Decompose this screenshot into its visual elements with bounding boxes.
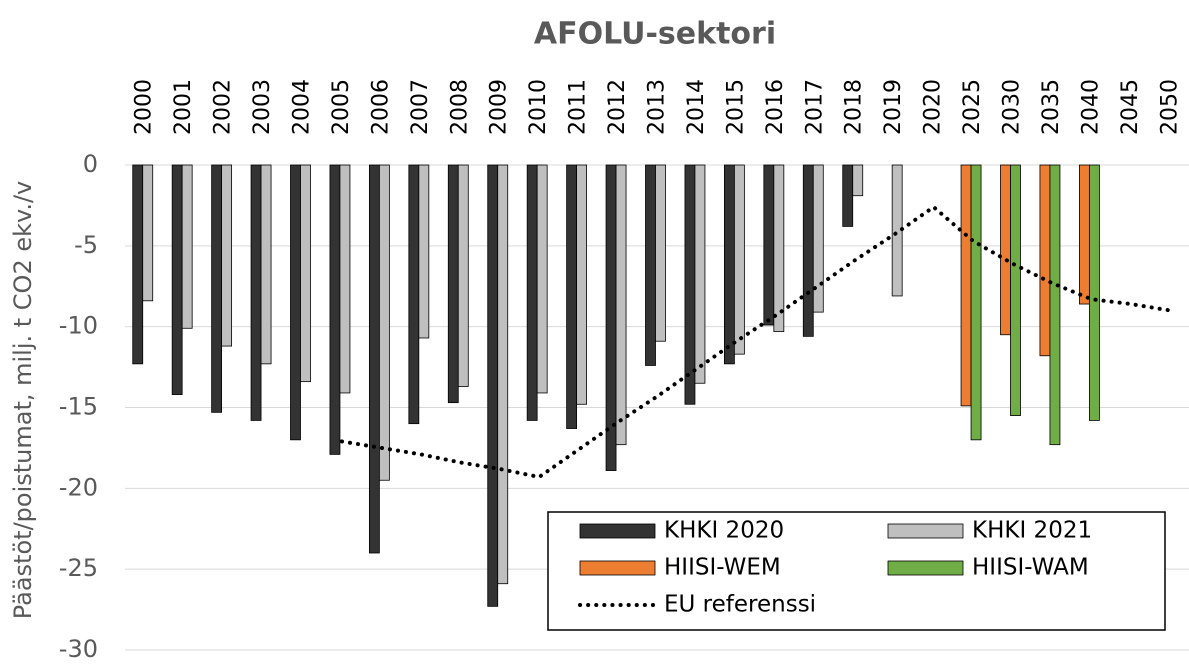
bar: [487, 164, 499, 607]
y-tick-label: -20: [59, 473, 98, 501]
x-tick-label: 2002: [211, 79, 236, 135]
bar: [211, 164, 223, 413]
y-axis-title: Päästöt/poistumat, milj. t CO2 ekv./v: [9, 181, 37, 620]
bar: [1049, 164, 1061, 446]
x-tick-label: 2003: [250, 79, 275, 135]
bar: [368, 164, 380, 554]
bar: [447, 164, 459, 404]
x-tick-label: 2007: [408, 79, 433, 135]
chart-title: AFOLU-sektori: [534, 17, 776, 52]
bar: [645, 164, 656, 366]
x-tick-label: 2013: [645, 79, 670, 135]
legend-swatch: [579, 560, 656, 576]
legend-label: KHKI 2021: [972, 518, 1092, 544]
x-tick-label: 2004: [290, 79, 315, 135]
x-tick-label: 2030: [1000, 79, 1025, 135]
bar: [763, 164, 775, 326]
bar: [1010, 164, 1021, 416]
bar: [812, 164, 824, 313]
x-tick-label: 2015: [723, 79, 748, 135]
bar: [418, 164, 430, 339]
legend-label: HIISI-WAM: [972, 555, 1089, 581]
bar: [260, 164, 272, 365]
x-tick-label: 2035: [1039, 79, 1064, 135]
bar: [773, 164, 785, 332]
bar: [802, 164, 814, 337]
x-tick-label: 2014: [684, 79, 709, 135]
bar: [221, 164, 233, 347]
bar: [408, 164, 420, 425]
bar: [329, 164, 341, 455]
bar: [142, 164, 154, 302]
x-tick-label: 2045: [1118, 79, 1143, 135]
bar: [536, 164, 548, 394]
line-series: [339, 204, 1173, 480]
x-tick-label: 2012: [605, 79, 630, 135]
y-tick-label: -30: [59, 635, 98, 663]
bar: [615, 164, 627, 446]
bar: [181, 164, 193, 329]
legend-label: KHKI 2020: [664, 518, 784, 544]
x-tick-label: 2011: [566, 79, 591, 135]
bar: [526, 164, 538, 421]
x-tick-label: 2016: [763, 79, 788, 135]
bar: [171, 164, 183, 395]
bar: [339, 164, 351, 394]
bar: [497, 164, 509, 585]
bar: [970, 164, 982, 441]
legend-swatch: [887, 523, 964, 539]
bar: [1088, 164, 1100, 421]
bar: [852, 164, 864, 197]
legend-swatch: [579, 523, 656, 539]
x-tick-label: 2040: [1078, 79, 1103, 135]
bar: [290, 164, 301, 441]
x-tick-label: 2010: [526, 79, 551, 135]
bar: [694, 164, 706, 384]
legend-label: EU referenssi: [664, 592, 816, 618]
bar: [1000, 164, 1011, 336]
bar: [576, 164, 588, 405]
y-tick-label: -25: [59, 554, 98, 582]
bar: [733, 164, 745, 355]
y-tick-label: -15: [59, 393, 98, 421]
bar: [132, 164, 144, 365]
bar: [566, 164, 578, 429]
x-tick-label: 2018: [842, 79, 867, 135]
bar: [378, 164, 390, 481]
x-tick-label: 2017: [802, 79, 827, 135]
y-tick-label: -5: [74, 231, 98, 259]
bar: [1078, 164, 1090, 305]
x-tick-label: 2005: [329, 79, 354, 135]
x-tick-label: 2008: [447, 79, 472, 135]
bar: [684, 164, 696, 405]
x-tick-label: 2009: [487, 79, 512, 135]
bar: [655, 164, 666, 342]
bar: [300, 164, 311, 383]
bar: [723, 164, 735, 365]
x-tick-label: 2020: [921, 79, 946, 135]
bar: [250, 164, 262, 421]
legend-label: HIISI-WEM: [664, 555, 781, 581]
bar: [960, 164, 972, 407]
x-tick-label: 2000: [132, 79, 157, 135]
bar: [457, 164, 469, 387]
x-tick-label: 2006: [368, 79, 393, 135]
y-tick-label: -10: [59, 312, 98, 340]
bar: [1039, 164, 1051, 357]
bar: [842, 164, 854, 227]
legend-swatch: [887, 560, 964, 576]
x-tick-label: 2019: [881, 79, 906, 135]
x-tick-label: 2025: [960, 79, 985, 135]
x-tick-label: 2001: [171, 79, 196, 135]
x-tick-label: 2050: [1157, 79, 1182, 135]
y-tick-label: 0: [83, 150, 98, 178]
